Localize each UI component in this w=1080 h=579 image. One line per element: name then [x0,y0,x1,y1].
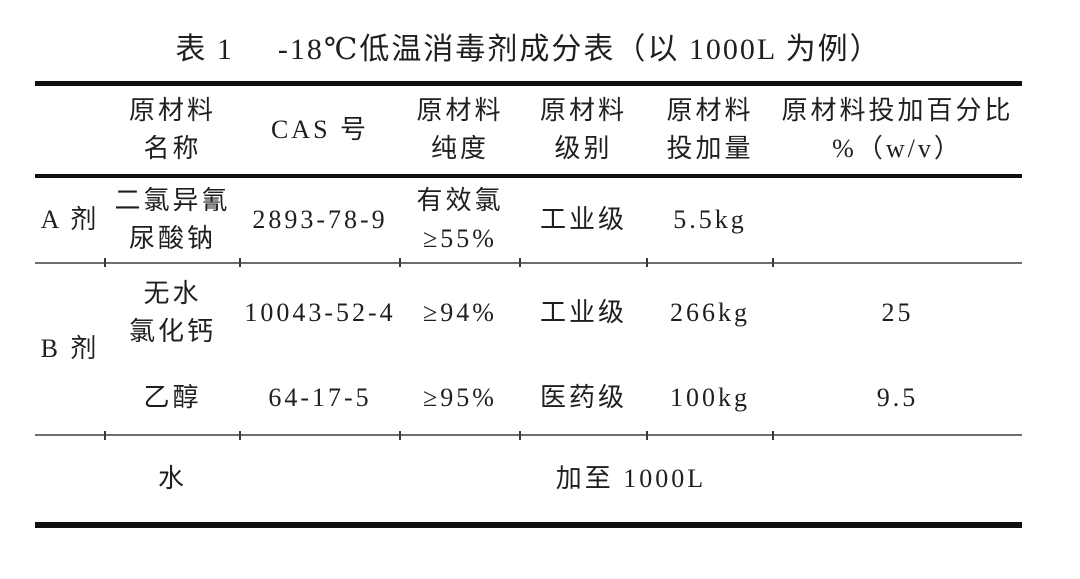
column-divider-tick [239,431,241,440]
cell-water-name: 水 [157,464,187,493]
column-divider-tick [399,258,401,267]
cell-dosage-b1: 266kg [670,297,750,327]
header-material-name-line1: 原材料 [128,96,216,125]
header-material-name: 原材料 名称 [105,83,240,178]
cell-percent-a [773,176,1022,264]
header-grade-line2: 级别 [554,134,613,163]
column-divider-tick [104,258,106,267]
cell-name-b1-line2: 氯化钙 [128,316,216,346]
column-divider-tick [646,431,648,440]
column-divider-tick [772,258,774,267]
cell-group-b: B 剂 [35,263,105,436]
table-title: 表 1 -18℃低温消毒剂成分表（以 1000L 为例） [35,24,1022,68]
header-grade: 原材料 级别 [520,83,647,178]
table-row-agent-b1: B 剂 无水 氯化钙 10043-52-4 ≥94% 工业级 266kg 25 [35,263,1022,436]
table-title-text: -18℃低温消毒剂成分表（以 1000L 为例） [277,33,882,66]
header-cas: CAS 号 [240,83,400,178]
cell-water-value: 加至 1000L [555,464,707,493]
cell-cas-a: 2893-78-9 [240,176,400,264]
header-dosage: 原材料 投加量 [647,83,773,178]
column-divider-tick [519,431,521,440]
cell-name-b1-line1: 无水 [143,278,202,308]
cell-grade-a: 工业级 [520,176,647,264]
header-purity-line2: 纯度 [430,134,489,163]
cell-water-group [35,435,105,525]
cell-cas-b2: 64-17-5 [240,361,400,436]
cell-purity-b2: ≥95% [400,361,520,436]
header-row: 原材料 名称 CAS 号 原材料 纯度 原材料 级别 原材料 投加量 原材料投加 [35,83,1022,178]
column-divider-tick [399,431,401,440]
cell-name-a-line1: 二氯异氰 [114,186,231,215]
cell-purity-a: 有效氯 ≥55% [400,176,520,264]
header-percent-line2: %（w/v） [832,134,963,163]
header-grade-line1: 原材料 [539,96,627,125]
header-percent: 原材料投加百分比 %（w/v） [773,83,1022,178]
cell-percent-b1: 25 [881,297,914,327]
table-row-water: 水 加至 1000L [35,435,1022,525]
cell-percent-b2: 9.5 [773,361,1022,436]
column-divider-tick [646,258,648,267]
cell-cas-b1: 10043-52-4 [244,297,396,327]
cell-group-a: A 剂 [35,176,105,264]
header-dosage-line2: 投加量 [666,134,754,163]
cell-dosage-b2: 100kg [647,361,773,436]
composition-table: 原材料 名称 CAS 号 原材料 纯度 原材料 级别 原材料 投加量 原材料投加 [35,81,1022,528]
column-divider-tick [104,431,106,440]
cell-dosage-a: 5.5kg [647,176,773,264]
header-group [35,83,105,178]
cell-grade-b2: 医药级 [520,361,647,436]
header-purity: 原材料 纯度 [400,83,520,178]
cell-purity-a-line1: 有效氯 [416,186,504,215]
cell-name-a-line2: 尿酸钠 [128,224,216,253]
cell-purity-b1: ≥94% [423,297,497,327]
column-divider-tick [239,258,241,267]
cell-grade-b1: 工业级 [539,297,627,327]
column-divider-tick [772,431,774,440]
cell-name-b1: 无水 氯化钙 [105,263,240,361]
header-percent-line1: 原材料投加百分比 [781,96,1014,125]
header-material-name-line2: 名称 [143,134,202,163]
column-divider-tick [519,258,521,267]
cell-name-a: 二氯异氰 尿酸钠 [105,176,240,264]
table-title-label: 表 1 [175,33,234,66]
header-dosage-line1: 原材料 [666,96,754,125]
header-purity-line1: 原材料 [416,96,504,125]
cell-name-b2: 乙醇 [105,361,240,436]
table-row-agent-b2: 乙醇 64-17-5 ≥95% 医药级 100kg 9.5 [35,361,1022,436]
table-row-agent-a: A 剂 二氯异氰 尿酸钠 2893-78-9 有效氯 ≥55% 工业级 5.5k… [35,176,1022,264]
cell-purity-a-line2: ≥55% [423,224,497,253]
